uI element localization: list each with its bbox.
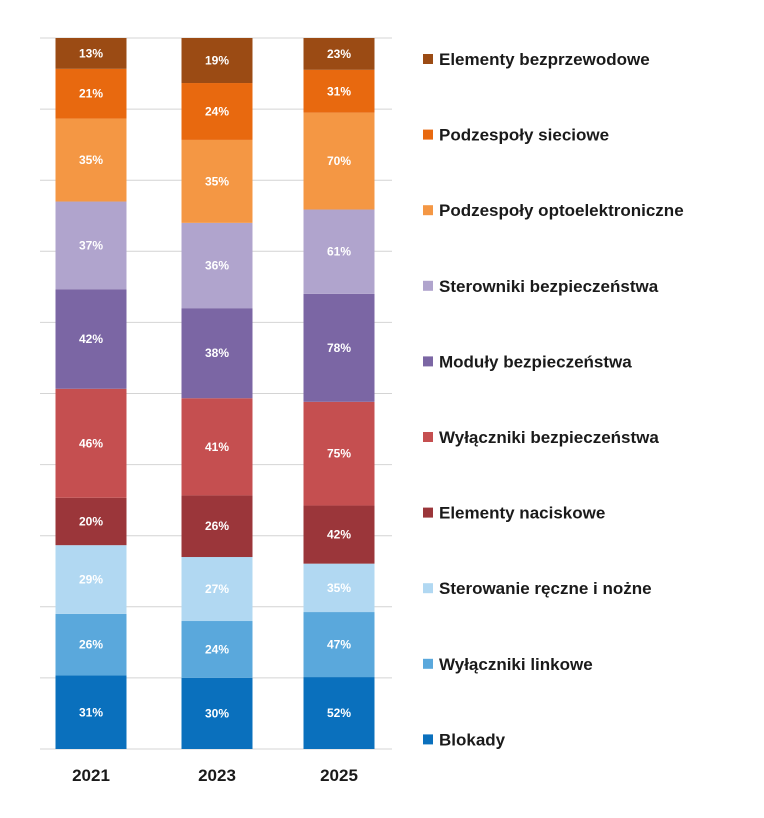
- data-label: 38%: [205, 346, 229, 360]
- data-label: 24%: [205, 104, 229, 118]
- data-label: 26%: [205, 519, 229, 533]
- data-label: 37%: [79, 238, 103, 252]
- bar-segment: [181, 398, 253, 496]
- bar-segment: [181, 222, 253, 309]
- legend-entry: Blokady: [439, 730, 506, 749]
- data-label: 19%: [205, 54, 229, 68]
- legend-entry: Wyłączniki linkowe: [439, 655, 593, 674]
- data-label: 24%: [205, 642, 229, 656]
- data-label: 46%: [79, 436, 103, 450]
- bar-segment: [303, 677, 375, 749]
- x-tick-label: 2023: [198, 766, 236, 785]
- data-label: 36%: [205, 259, 229, 273]
- legend-swatch: [423, 356, 433, 367]
- data-label: 70%: [327, 154, 351, 168]
- legend-swatch: [423, 507, 433, 518]
- data-label: 78%: [327, 341, 351, 355]
- legend-entry: Podzespoły optoelektroniczne: [439, 201, 684, 220]
- bar-segment: [55, 38, 127, 69]
- bar-segment: [55, 289, 127, 389]
- legend-entry: Sterowanie ręczne i nożne: [439, 579, 652, 598]
- bar-segment: [55, 675, 127, 749]
- bar-segment: [181, 83, 253, 140]
- bar-segment: [55, 613, 127, 676]
- data-label: 21%: [79, 87, 103, 101]
- bar-segment: [55, 545, 127, 614]
- bar-segment: [303, 69, 375, 113]
- bar-segment: [181, 495, 253, 558]
- data-label: 27%: [205, 582, 229, 596]
- x-tick-label: 2021: [72, 766, 110, 785]
- data-label: 20%: [79, 514, 103, 528]
- bar-segment: [303, 209, 375, 294]
- data-label: 42%: [79, 332, 103, 346]
- bar-segment: [181, 621, 253, 678]
- bar-segment: [181, 308, 253, 399]
- data-label: 23%: [327, 47, 351, 61]
- bar-segment: [303, 505, 375, 564]
- legend-swatch: [423, 432, 433, 442]
- bar-segment: [55, 201, 127, 290]
- x-tick-label: 2025: [320, 766, 358, 785]
- legend-swatch: [423, 205, 433, 216]
- bars: 31% 26% 29% 20% 46% 42% 37% 35% 21% 13% 30% 24% 27% 2…: [55, 38, 375, 749]
- bar-segment: [181, 139, 253, 223]
- data-label: 35%: [327, 581, 351, 595]
- legend: Elementy bezprzewodowe Podzespoły sieciow…: [423, 50, 684, 749]
- x-axis-tick-labels: 2021 2023 2025: [72, 766, 358, 785]
- bar-segment: [303, 401, 375, 506]
- bar-segment: [181, 557, 253, 622]
- data-label: 52%: [327, 706, 351, 720]
- data-label: 31%: [327, 84, 351, 98]
- data-label: 41%: [205, 440, 229, 454]
- legend-entry: Wyłączniki bezpieczeństwa: [439, 428, 659, 447]
- legend-entry: Moduły bezpieczeństwa: [439, 352, 632, 371]
- bar-segment: [181, 677, 253, 749]
- data-label: 75%: [327, 447, 351, 461]
- legend-swatch: [423, 280, 433, 291]
- bar-segment: [303, 293, 375, 402]
- data-label: 26%: [79, 638, 103, 652]
- legend-swatch: [423, 734, 433, 745]
- data-label: 35%: [79, 153, 103, 167]
- bar-segment: [303, 112, 375, 210]
- data-label: 31%: [79, 705, 103, 719]
- data-label: 29%: [79, 573, 103, 587]
- legend-swatch: [423, 129, 433, 140]
- data-label: 13%: [79, 46, 103, 60]
- data-label: 30%: [205, 706, 229, 720]
- bar-segment: [55, 388, 127, 498]
- legend-swatch: [423, 54, 433, 64]
- legend-entry: Sterowniki bezpieczeństwa: [439, 277, 659, 296]
- data-label: 35%: [205, 174, 229, 188]
- bar-segment: [303, 612, 375, 678]
- bar-segment: [181, 38, 253, 84]
- data-label: 61%: [327, 245, 351, 259]
- bar-segment: [55, 68, 127, 119]
- bar-segment: [303, 563, 375, 613]
- legend-swatch: [423, 583, 433, 594]
- legend-entry: Elementy naciskowe: [439, 504, 605, 523]
- data-label: 47%: [327, 638, 351, 652]
- bar-segment: [55, 497, 127, 546]
- legend-swatch: [423, 658, 433, 669]
- legend-entry: Elementy bezprzewodowe: [439, 50, 650, 69]
- bar-segment: [303, 38, 375, 70]
- data-label: 42%: [327, 528, 351, 542]
- bar-segment: [55, 118, 127, 202]
- legend-entry: Podzespoły sieciowe: [439, 126, 609, 145]
